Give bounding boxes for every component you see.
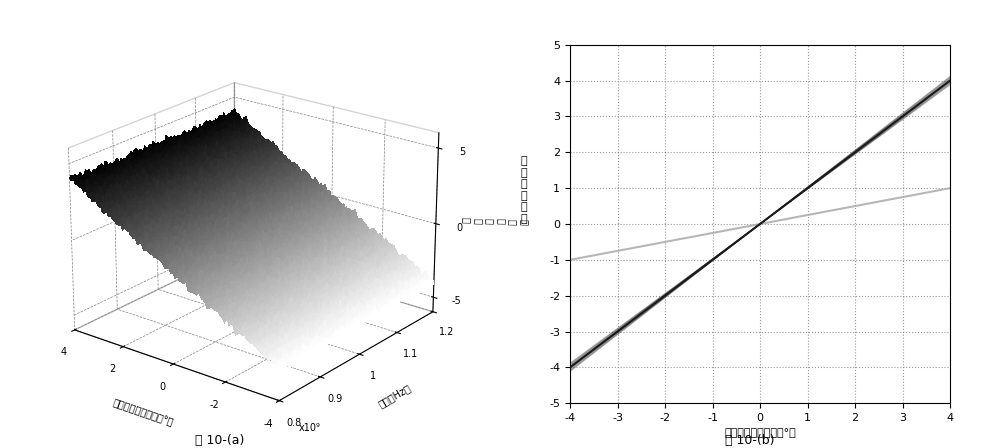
X-axis label: 偏高波束指向角度（°）: 偏高波束指向角度（°）	[724, 428, 796, 439]
Text: 图 10-(b): 图 10-(b)	[725, 434, 775, 447]
Text: 图 10-(a): 图 10-(a)	[195, 434, 245, 447]
Text: x10⁹: x10⁹	[298, 423, 320, 433]
Y-axis label: 角
误
差
测
量
度: 角 误 差 测 量 度	[521, 156, 527, 224]
X-axis label: 偏高波束指向角度（°）: 偏高波束指向角度（°）	[111, 398, 175, 428]
Y-axis label: 频率（Hz）: 频率（Hz）	[377, 382, 413, 409]
